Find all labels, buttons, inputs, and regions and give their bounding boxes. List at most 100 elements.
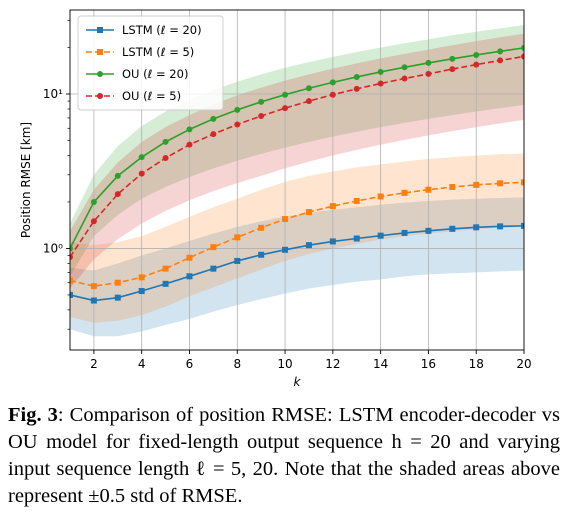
x-tick-label: 18 [469, 357, 484, 371]
data-point [70, 245, 73, 252]
data-point [449, 225, 456, 232]
data-point [449, 183, 456, 190]
data-point [234, 257, 241, 264]
data-point [449, 55, 456, 62]
data-point [114, 279, 121, 286]
series-line-0 [70, 225, 524, 302]
std-band-2 [70, 24, 524, 277]
data-point [282, 91, 289, 98]
x-tick-label: 12 [325, 357, 340, 371]
data-point [282, 216, 289, 223]
data-point [70, 277, 73, 284]
data-point [353, 197, 360, 204]
data-point [377, 68, 384, 75]
legend-label-0: LSTM (ℓ = 20) [122, 23, 202, 37]
data-point [210, 115, 217, 122]
data-point [162, 138, 169, 145]
data-point [138, 154, 145, 161]
legend-marker-3 [97, 93, 103, 99]
data-point [186, 141, 193, 148]
data-point [521, 53, 524, 60]
data-point [353, 235, 360, 242]
data-point [329, 203, 336, 210]
data-point [114, 294, 121, 301]
data-point [401, 64, 408, 71]
data-point [497, 223, 504, 230]
data-point [234, 234, 241, 241]
x-tick-label: 4 [138, 357, 146, 371]
data-point [305, 242, 312, 249]
data-point [90, 218, 97, 225]
data-point [497, 57, 504, 64]
legend-label-3: OU (ℓ = 5) [122, 89, 181, 103]
std-band-1 [70, 153, 524, 323]
legend-marker-1 [97, 49, 103, 55]
data-point [521, 179, 524, 186]
data-point [377, 232, 384, 239]
data-point [90, 198, 97, 205]
data-point [425, 70, 432, 77]
data-point [305, 209, 312, 216]
data-point [186, 126, 193, 133]
data-point [258, 224, 265, 231]
data-point [473, 61, 480, 68]
data-point [138, 288, 145, 295]
data-point [521, 44, 524, 51]
data-point [210, 244, 217, 251]
data-point [162, 265, 169, 272]
series-line-1 [70, 181, 524, 287]
data-point [449, 66, 456, 73]
data-point [305, 85, 312, 92]
x-tick-label: 2 [90, 357, 98, 371]
figure-caption: Fig. 3: Comparison of position RMSE: LST… [8, 402, 560, 510]
caption-label: Fig. 3 [8, 404, 58, 426]
data-point [353, 73, 360, 80]
y-tick-label: 10¹ [43, 87, 63, 101]
data-point [473, 51, 480, 58]
x-tick-label: 8 [233, 357, 241, 371]
data-point [114, 191, 121, 198]
legend-marker-0 [97, 27, 103, 33]
x-tick-label: 6 [186, 357, 194, 371]
data-point [377, 80, 384, 87]
data-point [473, 181, 480, 188]
data-point [521, 222, 524, 229]
series-line-2 [70, 47, 524, 249]
data-point [353, 85, 360, 92]
data-point [329, 79, 336, 86]
data-point [138, 274, 145, 281]
data-point [425, 186, 432, 193]
y-tick-label: 10⁰ [43, 241, 63, 255]
legend-marker-2 [97, 71, 103, 77]
data-point [258, 98, 265, 105]
data-point [258, 113, 265, 120]
data-point [425, 59, 432, 66]
legend-label-1: LSTM (ℓ = 5) [122, 45, 194, 59]
data-point [186, 273, 193, 280]
data-point [305, 98, 312, 105]
data-point [401, 229, 408, 236]
data-point [497, 48, 504, 55]
data-point [138, 170, 145, 177]
data-point [162, 155, 169, 162]
data-point [186, 254, 193, 261]
data-point [329, 238, 336, 245]
caption-text: : Comparison of position RMSE: LSTM enco… [8, 404, 561, 507]
x-tick-label: 14 [373, 357, 388, 371]
data-point [258, 251, 265, 258]
data-point [210, 265, 217, 272]
data-point [234, 106, 241, 113]
x-tick-label: 10 [277, 357, 292, 371]
series-line-3 [70, 55, 524, 258]
x-tick-label: 16 [421, 357, 436, 371]
data-point [473, 224, 480, 231]
data-point [234, 121, 241, 128]
data-point [282, 246, 289, 253]
data-point [329, 91, 336, 98]
x-axis-label: k [294, 375, 302, 389]
data-point [114, 172, 121, 179]
data-point [377, 193, 384, 200]
data-point [90, 283, 97, 290]
data-point [210, 131, 217, 138]
y-axis-label: Position RMSE [km] [19, 122, 33, 238]
